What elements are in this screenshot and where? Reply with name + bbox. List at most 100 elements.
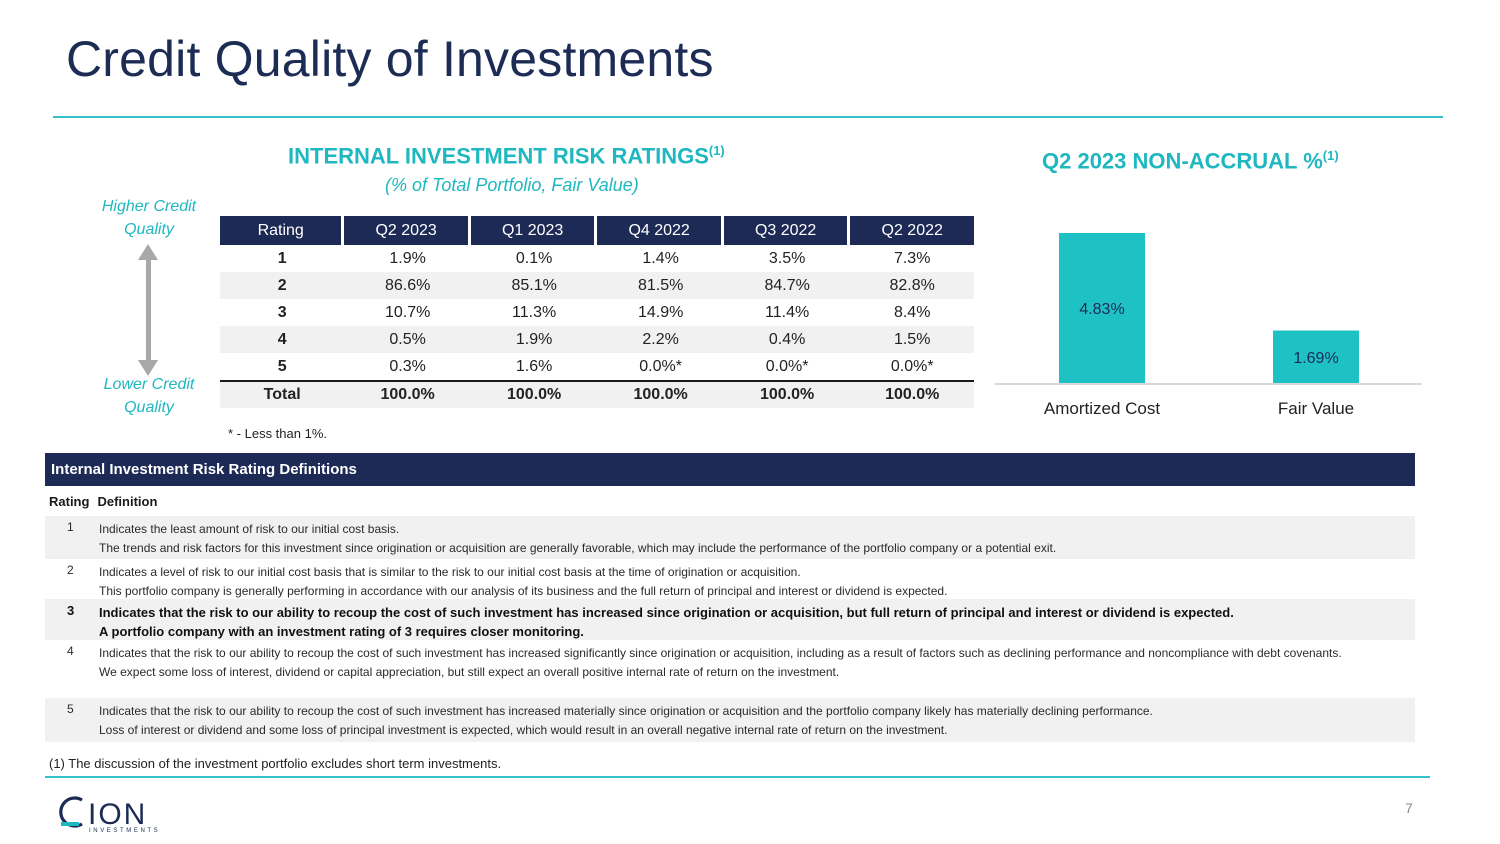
column-header: Q3 2022	[723, 216, 851, 245]
table-cell: 81.5%	[597, 272, 724, 299]
definition-column-header: Definition	[97, 494, 158, 509]
logo-c-arc	[59, 796, 83, 828]
definition-line: We expect some loss of interest, dividen…	[99, 665, 840, 679]
higher-credit-quality-label: Higher Credit Quality	[101, 198, 197, 238]
table-cell: 100.0%	[344, 380, 471, 408]
definition-row: 5 Indicates that the risk to our ability…	[45, 698, 1415, 742]
table-cell: 1.4%	[642, 249, 679, 267]
logo-teal-bar	[61, 822, 79, 826]
credit-scale-arrow	[146, 256, 151, 362]
table-cell: 100.0%	[723, 380, 851, 408]
rating-column-header: Rating	[49, 494, 90, 509]
column-header: Q2 2023	[344, 216, 471, 245]
column-header: Q2 2022	[850, 216, 974, 245]
table-cell: 0.0%*	[639, 357, 682, 375]
risk-ratings-table: Rating Q2 2023 Q1 2023 Q4 2022 Q3 2022 Q…	[220, 216, 974, 408]
table-header-row: Rating Q2 2023 Q1 2023 Q4 2022 Q3 2022 Q…	[220, 216, 974, 245]
column-header: Q1 2023	[470, 216, 598, 245]
definition-text: Indicates a level of risk to our initial…	[99, 563, 1409, 601]
page-title: Credit Quality of Investments	[66, 31, 714, 87]
definition-line: Loss of interest or dividend and some lo…	[99, 723, 948, 737]
table-cell: 84.7%	[723, 272, 851, 299]
table-cell: 100.0%	[470, 380, 598, 408]
table-cell: 0.5%	[344, 326, 471, 353]
column-header: Q4 2022	[597, 216, 724, 245]
chart-bar	[1273, 330, 1359, 383]
table-cell: 11.4%	[765, 303, 810, 321]
nonaccrual-heading: Q2 2023 NON-ACCRUAL %(1)	[1042, 148, 1339, 174]
chart-category-label: Fair Value	[1278, 399, 1354, 418]
table-row: 2 86.6% 85.1% 81.5% 84.7% 82.8%	[220, 272, 974, 299]
definition-rating: 4	[67, 644, 74, 658]
table-cell: 86.6%	[344, 272, 471, 299]
logo-wordmark: ION	[88, 798, 147, 831]
table-cell: 0.3%	[389, 357, 426, 375]
table-cell: 10.7%	[384, 303, 431, 321]
table-cell: 3	[277, 303, 287, 321]
table-cell: 0.1%	[515, 249, 553, 267]
less-than-note: * - Less than 1%.	[228, 426, 327, 441]
definition-row: 3 Indicates that the risk to our ability…	[45, 599, 1415, 640]
chart-bar	[1059, 233, 1145, 383]
definition-text: Indicates that the risk to our ability t…	[99, 644, 1409, 682]
table-cell: 14.9%	[637, 303, 684, 321]
table-cell: 100.0%	[850, 380, 974, 408]
table-row: 3 10.7% 11.3% 14.9% 11.4% 8.4%	[220, 299, 974, 326]
title-divider	[53, 116, 1443, 118]
definitions-header: Internal Investment Risk Rating Definiti…	[45, 453, 1415, 486]
table-cell: 2.2%	[597, 326, 724, 353]
definition-line: A portfolio company with an investment r…	[99, 624, 584, 639]
nonaccrual-heading-footnote-ref: (1)	[1322, 148, 1339, 163]
column-header: Rating	[220, 216, 345, 245]
definition-rating: 5	[67, 702, 74, 716]
nonaccrual-heading-text: Q2 2023 NON-ACCRUAL %	[1042, 148, 1323, 174]
table-cell: 4	[220, 326, 345, 353]
footnote: (1) The discussion of the investment por…	[49, 756, 502, 771]
table-cell: Total	[220, 380, 345, 408]
table-total-row: Total 100.0% 100.0% 100.0% 100.0% 100.0%	[220, 380, 974, 408]
table-cell: 1.6%	[515, 357, 553, 375]
table-cell: 100.0%	[597, 380, 724, 408]
table-cell: 0.0%*	[890, 357, 934, 375]
table-cell: 1	[277, 249, 287, 267]
definition-rating: 3	[67, 603, 75, 618]
definition-rating: 1	[67, 520, 74, 534]
table-row: 5 0.3% 1.6% 0.0%* 0.0%* 0.0%*	[220, 353, 974, 380]
ratings-heading-footnote-ref: (1)	[708, 143, 725, 158]
table-cell: 5	[277, 357, 287, 375]
nonaccrual-bar-chart: 4.83% Amortized Cost 1.69% Fair Value	[995, 233, 1422, 418]
table-cell: 3.5%	[768, 249, 806, 267]
ratings-subheading: (% of Total Portfolio, Fair Value)	[385, 175, 639, 195]
definition-row: 2 Indicates a level of risk to our initi…	[45, 559, 1415, 599]
table-cell: 0.0%*	[765, 357, 809, 375]
definitions-column-headers: Rating Definition	[49, 494, 165, 509]
definition-rating: 2	[67, 563, 74, 577]
arrow-up-icon	[138, 244, 158, 260]
logo-tagline: INVESTMENTS	[89, 828, 160, 834]
table-cell: 82.8%	[850, 272, 974, 299]
definition-line: Indicates that the risk to our ability t…	[99, 704, 1153, 718]
definition-text: Indicates the least amount of risk to ou…	[99, 520, 1409, 558]
ratings-heading: INTERNAL INVESTMENT RISK RATINGS(1)	[288, 143, 725, 169]
definition-line: Indicates the least amount of risk to ou…	[99, 522, 400, 536]
table-row: 4 0.5% 1.9% 2.2% 0.4% 1.5%	[220, 326, 974, 353]
definition-line: This portfolio company is generally perf…	[99, 584, 948, 598]
definition-text: Indicates that the risk to our ability t…	[99, 603, 1409, 641]
cion-logo: ION INVESTMENTS	[59, 796, 160, 834]
definition-row: 4 Indicates that the risk to our ability…	[45, 640, 1415, 698]
chart-data-label: 1.69%	[1293, 350, 1338, 367]
table-cell: 85.1%	[470, 272, 598, 299]
definition-line: The trends and risk factors for this inv…	[99, 541, 1057, 555]
ratings-heading-text: INTERNAL INVESTMENT RISK RATINGS	[288, 143, 709, 169]
table-cell: 0.4%	[723, 326, 851, 353]
chart-data-label: 4.83%	[1079, 301, 1124, 318]
definition-text: Indicates that the risk to our ability t…	[99, 702, 1409, 740]
table-cell: 11.3%	[512, 303, 557, 321]
arrow-down-icon	[138, 360, 158, 376]
chart-category-label: Amortized Cost	[1044, 399, 1160, 418]
table-cell: 8.4%	[893, 303, 931, 321]
page-number: 7	[1405, 800, 1413, 816]
table-cell: 2	[220, 272, 345, 299]
table-cell: 1.5%	[850, 326, 974, 353]
lower-credit-quality-label: Lower Credit Quality	[103, 376, 195, 416]
